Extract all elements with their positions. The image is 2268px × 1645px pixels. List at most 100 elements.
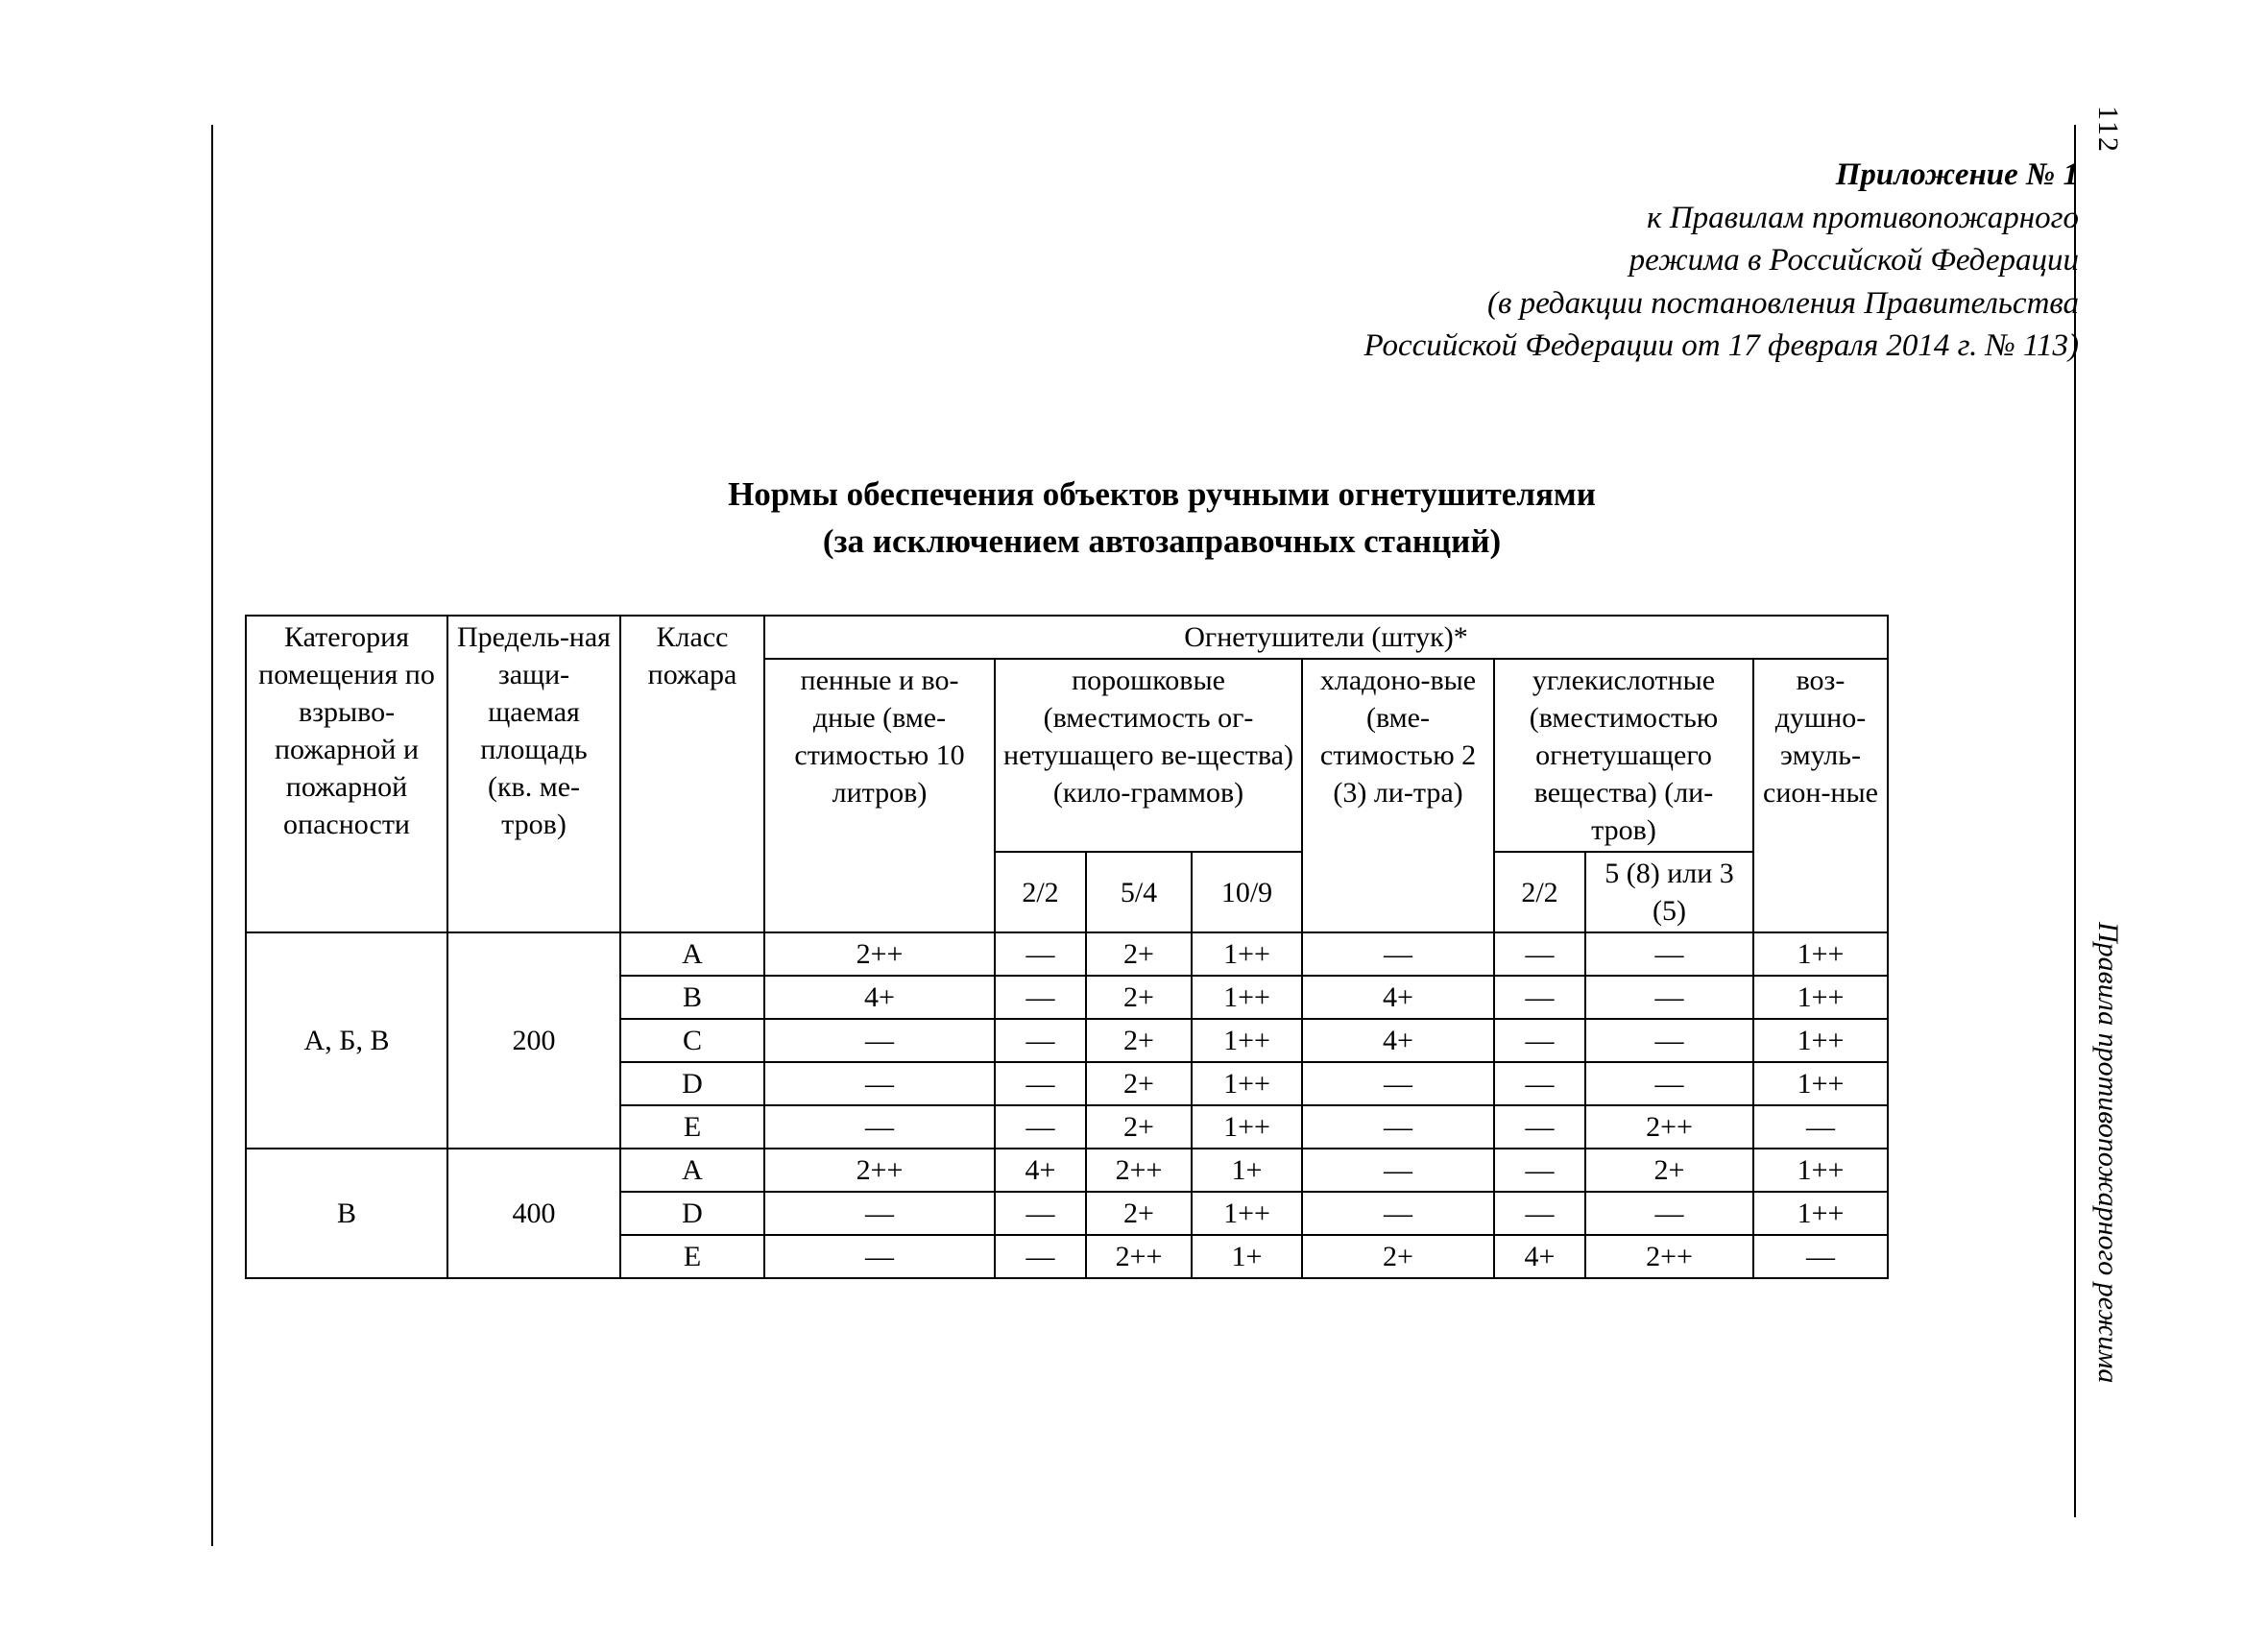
table-cell: —	[1494, 1149, 1585, 1192]
table-cell: —	[1585, 932, 1753, 976]
table-cell: 2++	[1585, 1235, 1753, 1278]
table-cell: 1++	[1192, 1062, 1302, 1105]
table-cell: 400	[447, 1149, 620, 1278]
table-header: Класс пожара	[620, 616, 764, 932]
table-cell: 2+	[1086, 1192, 1192, 1235]
title-line: Нормы обеспечения объектов ручными огнет…	[728, 475, 1596, 513]
table-cell: 4+	[1494, 1235, 1585, 1278]
table-cell: А, Б, В	[246, 932, 447, 1149]
table-cell: Е	[620, 1235, 764, 1278]
table-cell: 1++	[1753, 1019, 1888, 1062]
table-cell: A	[620, 1149, 764, 1192]
table-cell: 2++	[764, 1149, 995, 1192]
table-cell: —	[995, 1105, 1086, 1149]
table-cell: 1++	[1753, 976, 1888, 1019]
table-cell: 2+	[1086, 1062, 1192, 1105]
table-cell: 1++	[1192, 932, 1302, 976]
table-cell: 4+	[995, 1149, 1086, 1192]
table-cell: —	[1302, 1149, 1494, 1192]
table-cell: —	[995, 1019, 1086, 1062]
table-cell: —	[764, 1062, 995, 1105]
table-header: Категория помещения по взрыво-пожарной и…	[246, 616, 447, 932]
table-cell: —	[1585, 1062, 1753, 1105]
table-cell: 200	[447, 932, 620, 1149]
table-header: углекислотные (вместимостью огнетушащего…	[1494, 659, 1753, 852]
page-number: 112	[2091, 106, 2124, 154]
table-cell: —	[1494, 1105, 1585, 1149]
table-cell: 2+	[1302, 1235, 1494, 1278]
norms-table: Категория помещения по взрыво-пожарной и…	[245, 615, 1889, 1279]
table-cell: A	[620, 932, 764, 976]
table-cell: 2+	[1086, 976, 1192, 1019]
table-cell: 2+	[1086, 1019, 1192, 1062]
table-cell: —	[1585, 976, 1753, 1019]
table-cell: —	[995, 1192, 1086, 1235]
table-cell: —	[1494, 976, 1585, 1019]
table-cell: 1++	[1753, 932, 1888, 976]
header-line: (в редакции постановления Правительства	[1487, 286, 2079, 321]
table-cell: 4+	[1302, 976, 1494, 1019]
table-cell: —	[1302, 1105, 1494, 1149]
table-header: воз-душно-эмуль-сион-ные	[1753, 659, 1888, 932]
table-cell: D	[620, 1062, 764, 1105]
table-header: 10/9	[1192, 852, 1302, 932]
table-cell: —	[764, 1019, 995, 1062]
table-cell: 2+	[1086, 1105, 1192, 1149]
table-cell: 2++	[764, 932, 995, 976]
table-cell: —	[1753, 1235, 1888, 1278]
table-cell: —	[1302, 1192, 1494, 1235]
table-cell: 1+	[1192, 1235, 1302, 1278]
table-cell: —	[764, 1105, 995, 1149]
left-margin-rule	[211, 125, 213, 1546]
header-line: Российской Федерации от 17 февраля 2014 …	[1364, 328, 2080, 363]
table-header: Огнетушители (штук)*	[764, 616, 1888, 659]
table-cell: 1+	[1192, 1149, 1302, 1192]
running-title: Правила противопожарного режима	[2091, 922, 2124, 1383]
table-cell: В	[246, 1149, 447, 1278]
table-cell: —	[995, 1235, 1086, 1278]
table-header: пенные и во-дные (вме-стимостью 10 литро…	[764, 659, 995, 932]
table-header: Предель-ная защи-щаемая площадь (кв. ме-…	[447, 616, 620, 932]
table-cell: —	[1494, 1019, 1585, 1062]
table-header: 2/2	[995, 852, 1086, 932]
table-cell: —	[1494, 932, 1585, 976]
table-cell: С	[620, 1019, 764, 1062]
table-row: В400A2++4+2++1+——2+1++	[246, 1149, 1888, 1192]
page: 112 Правила противопожарного режима Прил…	[0, 0, 2268, 1645]
table-cell: 4+	[764, 976, 995, 1019]
table-cell: 1++	[1192, 1192, 1302, 1235]
table-cell: —	[1494, 1192, 1585, 1235]
table-cell: —	[1585, 1019, 1753, 1062]
title-block: Нормы обеспечения объектов ручными огнет…	[245, 471, 2079, 565]
table-cell: D	[620, 1192, 764, 1235]
table-header: 5/4	[1086, 852, 1192, 932]
table-cell: 2++	[1086, 1149, 1192, 1192]
table-cell: 2++	[1086, 1235, 1192, 1278]
table-header: 2/2	[1494, 852, 1585, 932]
table-cell: 1++	[1753, 1149, 1888, 1192]
table-header: порошковые (вместимость ог-нетушащего ве…	[995, 659, 1302, 852]
title-line: (за исключением автозаправочных станций)	[823, 522, 1501, 560]
table-cell: 2+	[1585, 1149, 1753, 1192]
header-block: Приложение № 1 к Правилам противопожарно…	[245, 154, 2079, 368]
appendix-title: Приложение № 1	[1836, 157, 2079, 192]
table-cell: —	[995, 932, 1086, 976]
table-cell: 1++	[1753, 1062, 1888, 1105]
table-cell: —	[995, 1062, 1086, 1105]
table-cell: —	[764, 1192, 995, 1235]
table-cell: —	[995, 976, 1086, 1019]
table-cell: —	[1494, 1062, 1585, 1105]
table-cell: —	[1302, 932, 1494, 976]
table-cell: 1++	[1753, 1192, 1888, 1235]
table-cell: 1++	[1192, 1019, 1302, 1062]
table-header: хладоно-вые (вме-стимостью 2 (3) ли-тра)	[1302, 659, 1494, 932]
table-header: 5 (8) или 3 (5)	[1585, 852, 1753, 932]
table-cell: —	[1753, 1105, 1888, 1149]
table-cell: В	[620, 976, 764, 1019]
table-cell: 2++	[1585, 1105, 1753, 1149]
table-cell: —	[764, 1235, 995, 1278]
table-cell: 2+	[1086, 932, 1192, 976]
table-cell: 4+	[1302, 1019, 1494, 1062]
table-row: А, Б, В200A2++—2+1++———1++	[246, 932, 1888, 976]
table-cell: Е	[620, 1105, 764, 1149]
